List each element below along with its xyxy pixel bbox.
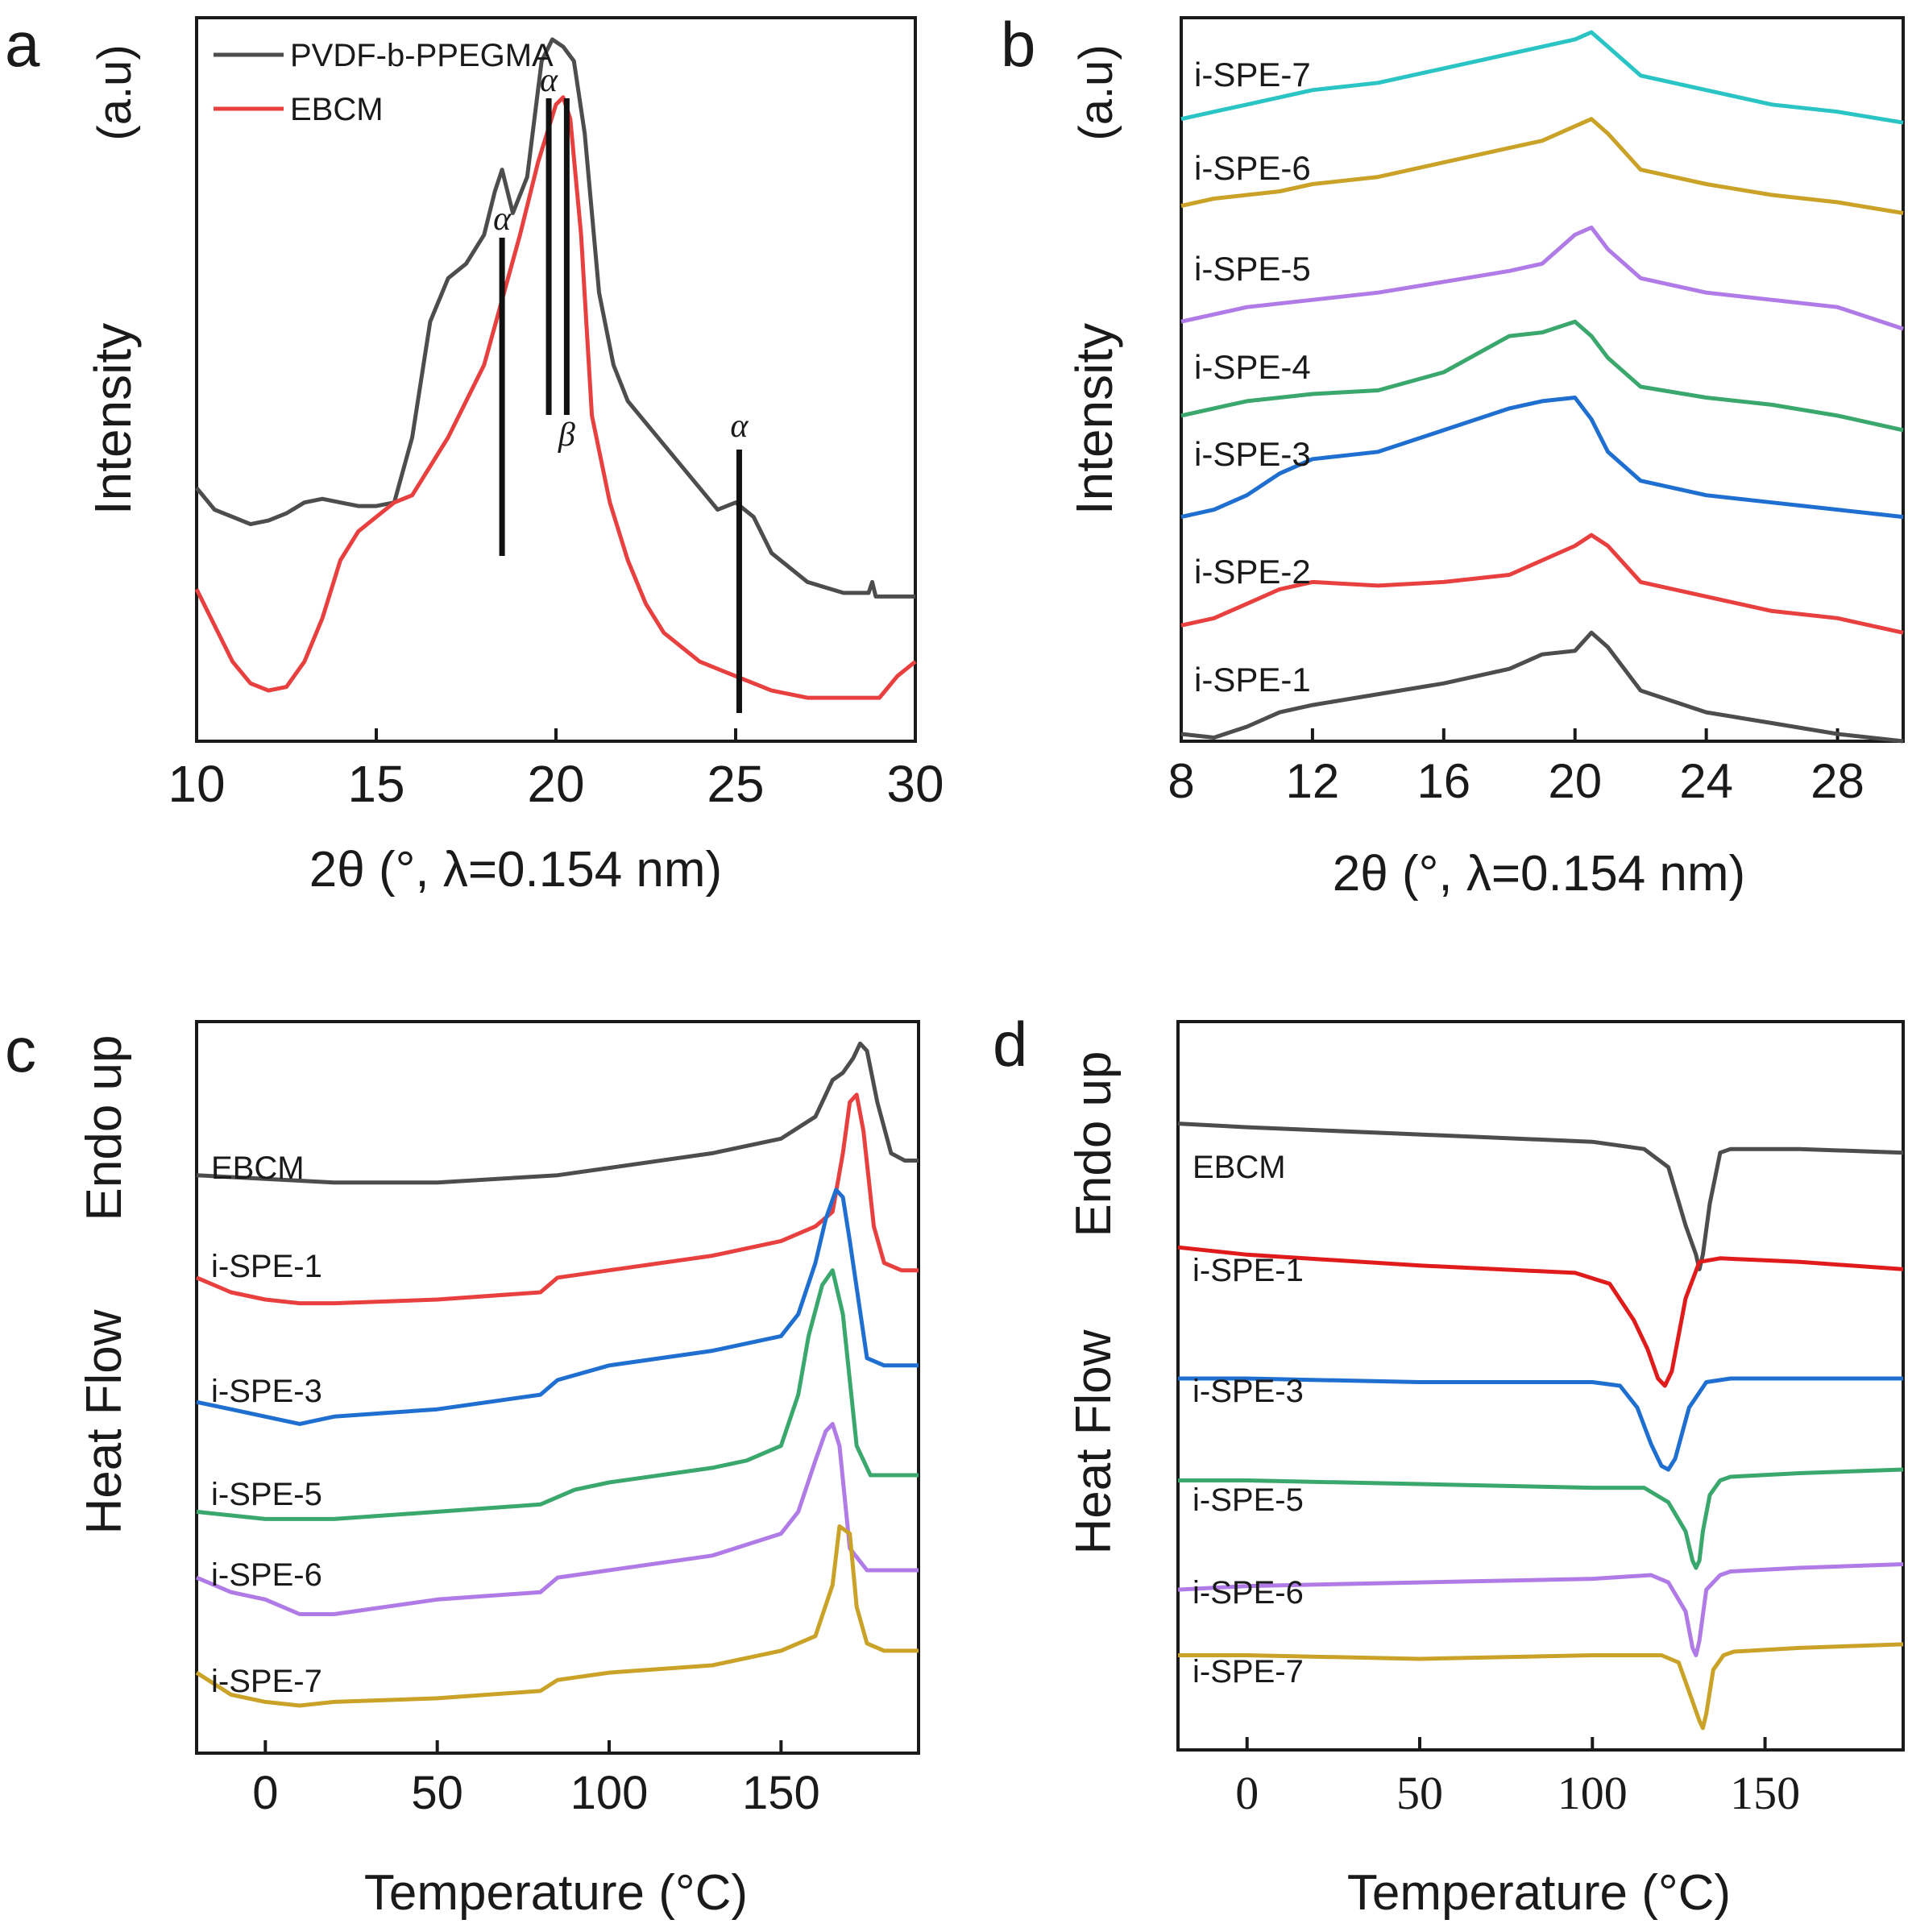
- series-line-i-spe-1: [1180, 630, 1904, 744]
- x-tick-label: 30: [886, 755, 944, 813]
- panel-a-xaxis: 10 15 20 25 30: [168, 728, 944, 813]
- x-tick-label: 12: [1286, 754, 1340, 808]
- x-tick-label: 28: [1811, 754, 1864, 808]
- x-tick-label: 20: [1548, 754, 1602, 808]
- series-label: i-SPE-3: [1194, 435, 1311, 473]
- series-label: i-SPE-6: [1192, 1575, 1304, 1611]
- x-tick-label: 50: [1396, 1767, 1443, 1819]
- panel-b: b 8 12 16 20 24 28 i-SPE-1i-SPE-2i-SPE-3i-SPE…: [1001, 9, 1905, 902]
- series-line-ebcm: [194, 95, 917, 700]
- panel-b-xlabel: 2θ (°, λ=0.154 nm): [1333, 846, 1745, 902]
- panel-d-frame: [1176, 1020, 1905, 1752]
- panel-a-yunit: (a.u): [89, 44, 141, 140]
- x-tick-label: 8: [1168, 754, 1194, 808]
- x-tick-label: 15: [347, 755, 404, 813]
- series-label: i-SPE-1: [1192, 1253, 1304, 1288]
- panel-c-ylabel-endo: Endo up: [77, 1035, 132, 1221]
- x-tick-label: 16: [1416, 754, 1470, 808]
- series-line-i-spe-3: [1178, 1376, 1903, 1472]
- panel-b-yunit: (a.u): [1070, 44, 1122, 140]
- series-line-i-spe-1: [196, 1092, 919, 1306]
- panel-d: d 0 50 100 150 EBCM i-SPE-1 i-SPE-3 i-SPE-5 i-S…: [993, 1009, 1905, 1921]
- panel-b-xaxis: 8 12 16 20 24 28: [1168, 728, 1864, 808]
- panel-d-ylabel: Heat Flow: [1066, 1329, 1122, 1554]
- series-label: i-SPE-5: [1192, 1482, 1304, 1518]
- series-line-i-spe-3: [196, 1188, 919, 1426]
- panel-a: a 10 15 20 25 30 α α β α Intensity (a.u) 2θ (°,…: [5, 9, 944, 898]
- panel-b-frame: [1180, 16, 1905, 743]
- peak-marker-label: α: [493, 201, 512, 238]
- series-line-i-spe-5: [196, 1268, 919, 1521]
- series-line-ebcm: [196, 1041, 919, 1185]
- series-label: i-SPE-1: [211, 1249, 322, 1284]
- x-tick-label: 100: [1558, 1767, 1628, 1819]
- series-line-i-spe-2: [1180, 533, 1904, 635]
- series-label: EBCM: [1192, 1150, 1286, 1185]
- legend-label-pvdf: PVDF-b-PPEGMA: [290, 38, 554, 73]
- series-line-ebcm: [1177, 1121, 1904, 1271]
- peak-marker-label: α: [730, 408, 749, 445]
- series-label: i-SPE-1: [1194, 661, 1311, 699]
- series-line-i-spe-7: [195, 1524, 919, 1708]
- peak-marker-label: β: [558, 417, 575, 454]
- series-label: i-SPE-3: [1192, 1374, 1304, 1409]
- series-line-i-spe-4: [1180, 319, 1904, 433]
- series-label: i-SPE-7: [1194, 56, 1311, 93]
- x-tick-label: 0: [252, 1767, 278, 1819]
- series-label: i-SPE-7: [1192, 1654, 1304, 1689]
- series-label: i-SPE-6: [1194, 149, 1311, 187]
- series-line-i-spe-5: [1180, 225, 1904, 331]
- series-line-i-spe-5: [1178, 1467, 1904, 1570]
- panel-d-xlabel: Temperature (°C): [1347, 1865, 1731, 1921]
- panel-a-plot: [194, 37, 917, 700]
- peak-marker-label: α: [540, 62, 558, 99]
- series-line-i-spe-7: [1178, 1642, 1904, 1731]
- x-tick-label: 10: [168, 755, 225, 813]
- series-label: i-SPE-5: [1194, 250, 1311, 288]
- panel-a-xlabel: 2θ (°, λ=0.154 nm): [309, 842, 722, 898]
- panel-letter-b: b: [1001, 9, 1035, 80]
- panel-c-xaxis: 0 50 100 150: [252, 1740, 820, 1819]
- panel-c-xlabel: Temperature (°C): [364, 1865, 748, 1921]
- panel-letter-a: a: [5, 9, 40, 80]
- series-line-i-spe-6: [1180, 117, 1904, 215]
- panel-c-plot: EBCM i-SPE-1 i-SPE-3 i-SPE-5 i-SPE-6 i-SPE-7: [195, 1041, 919, 1708]
- panel-b-plot: i-SPE-1 i-SPE-2 i-SPE-3 i-SPE-4 i-SPE-5 i-SPE…: [1180, 30, 1904, 744]
- series-label: i-SPE-7: [211, 1664, 322, 1699]
- x-tick-label: 150: [1730, 1767, 1800, 1819]
- series-label: EBCM: [211, 1150, 305, 1186]
- panel-a-annotations: α α β α: [493, 62, 749, 713]
- series-label: i-SPE-4: [1194, 348, 1311, 386]
- series-label: i-SPE-2: [1194, 553, 1311, 591]
- series-line-i-spe-1: [1177, 1245, 1904, 1388]
- panel-b-ylabel: Intensity: [1065, 323, 1123, 515]
- series-label: i-SPE-5: [211, 1477, 322, 1512]
- x-tick-label: 0: [1235, 1767, 1259, 1819]
- panel-letter-c: c: [5, 1014, 36, 1085]
- x-tick-label: 20: [527, 755, 584, 813]
- series-label: i-SPE-6: [211, 1557, 322, 1593]
- panel-d-ylabel-endo: Endo up: [1066, 1051, 1122, 1238]
- series-line-pvdf-b-ppegma: [195, 37, 915, 599]
- x-tick-label: 24: [1679, 754, 1733, 808]
- x-tick-label: 100: [570, 1767, 649, 1819]
- panel-c-ylabel: Heat Flow: [77, 1309, 132, 1534]
- series-line-i-spe-7: [1180, 30, 1904, 125]
- x-tick-label: 150: [742, 1767, 820, 1819]
- series-line-i-spe-3: [1180, 396, 1904, 520]
- x-tick-label: 25: [707, 755, 764, 813]
- panel-a-ylabel: Intensity: [84, 323, 142, 515]
- panel-d-xaxis: 0 50 100 150: [1235, 1737, 1800, 1819]
- panel-c-frame: [195, 1020, 920, 1755]
- series-label: i-SPE-3: [211, 1374, 322, 1409]
- panel-a-legend: PVDF-b-PPEGMA EBCM: [214, 38, 554, 127]
- legend-label-ebcm: EBCM: [290, 92, 384, 127]
- series-line-i-spe-6: [1177, 1562, 1904, 1657]
- panel-d-plot: EBCM i-SPE-1 i-SPE-3 i-SPE-5 i-SPE-6 i-SPE-7: [1177, 1121, 1904, 1731]
- x-tick-label: 50: [411, 1767, 463, 1819]
- panel-c: c 0 50 100 150 EBCM i-SPE-1 i-SPE-3 i-SPE-5 i-S…: [5, 1014, 920, 1921]
- panel-letter-d: d: [993, 1009, 1027, 1080]
